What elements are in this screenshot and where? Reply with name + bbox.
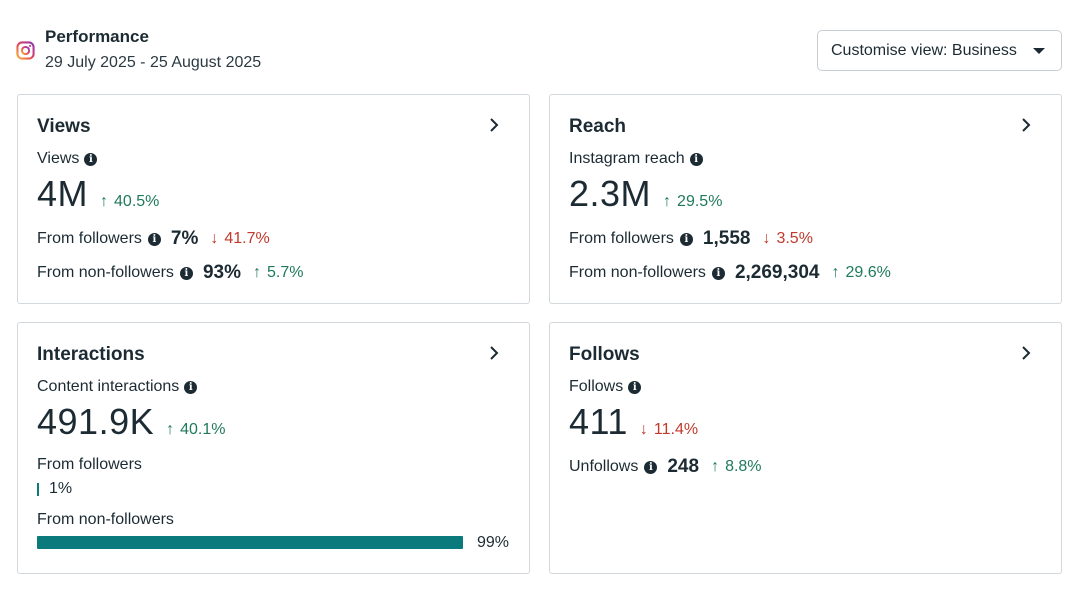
info-icon[interactable]: i xyxy=(179,266,193,280)
metric-value: 411 xyxy=(569,401,628,442)
metric-delta: ↑ 40.5% xyxy=(100,193,159,211)
followers-value: 1,558 xyxy=(702,228,751,249)
chevron-right-icon[interactable] xyxy=(1019,345,1033,361)
caret-down-icon xyxy=(1033,48,1045,54)
unfollows-label: Unfollows xyxy=(569,458,639,475)
info-icon[interactable]: i xyxy=(644,460,658,474)
follows-card[interactable]: Follows Follows i 411 ↓ 11.4% Unfollows i… xyxy=(549,322,1062,574)
metric-label: Follows i xyxy=(569,378,642,396)
card-title: Reach xyxy=(569,116,627,137)
info-icon[interactable]: i xyxy=(184,380,198,394)
customise-view-label: Customise view: Business xyxy=(831,42,1017,59)
metric-label-text: Views xyxy=(37,150,80,167)
info-icon[interactable]: i xyxy=(147,232,161,246)
nonfollowers-bar xyxy=(37,536,463,549)
chevron-right-icon[interactable] xyxy=(487,117,501,133)
nonfollowers-bar-track xyxy=(37,536,467,549)
info-icon[interactable]: i xyxy=(628,380,642,394)
followers-bar xyxy=(37,483,39,496)
primary-metric: 491.9K ↑ 40.1% xyxy=(37,401,225,443)
delta-value: 41.7% xyxy=(224,230,270,247)
metric-label: Content interactions i xyxy=(37,378,198,396)
delta-value: 5.7% xyxy=(266,264,304,281)
primary-metric: 2.3M ↑ 29.5% xyxy=(569,173,722,215)
nonfollowers-delta: ↑ 5.7% xyxy=(253,264,303,282)
followers-row: From followers i 1,558 ↓ 3.5% xyxy=(569,228,813,250)
unfollows-value: 248 xyxy=(667,456,700,477)
card-title: Follows xyxy=(569,344,640,365)
nonfollowers-value: 2,269,304 xyxy=(734,262,820,283)
metric-value: 2.3M xyxy=(569,173,652,214)
delta-value: 11.4% xyxy=(653,421,699,438)
delta-value: 3.5% xyxy=(776,230,813,247)
metric-label: Instagram reach i xyxy=(569,150,703,168)
card-title: Views xyxy=(37,116,91,137)
metric-label-text: Instagram reach xyxy=(569,150,685,167)
delta-value: 8.8% xyxy=(725,458,762,475)
metric-delta: ↓ 11.4% xyxy=(640,421,698,439)
followers-label: From followers xyxy=(569,230,674,247)
info-icon[interactable]: i xyxy=(689,152,703,166)
arrow-up-icon: ↑ xyxy=(166,421,175,438)
chevron-right-icon[interactable] xyxy=(1019,117,1033,133)
delta-value: 29.5% xyxy=(677,193,723,210)
customise-view-dropdown[interactable]: Customise view: Business xyxy=(817,30,1062,71)
arrow-up-icon: ↑ xyxy=(252,264,261,281)
instagram-icon xyxy=(16,41,35,60)
chevron-right-icon[interactable] xyxy=(487,345,501,361)
delta-value: 40.1% xyxy=(180,421,226,438)
nonfollowers-label: From non-followers xyxy=(569,264,706,281)
unfollows-delta: ↑ 8.8% xyxy=(711,458,761,476)
info-icon[interactable]: i xyxy=(84,152,98,166)
primary-metric: 411 ↓ 11.4% xyxy=(569,401,698,443)
metric-label-text: Follows xyxy=(569,378,624,395)
page-header: Performance 29 July 2025 - 25 August 202… xyxy=(0,0,1080,90)
followers-label: From followers xyxy=(37,230,142,247)
nonfollowers-row: From non-followers i 2,269,304 ↑ 29.6% xyxy=(569,262,891,284)
metric-delta: ↑ 29.5% xyxy=(663,193,722,211)
followers-delta: ↓ 41.7% xyxy=(210,230,269,248)
arrow-down-icon: ↓ xyxy=(639,421,648,438)
followers-label: From followers xyxy=(37,456,142,473)
card-title: Interactions xyxy=(37,344,145,365)
arrow-up-icon: ↑ xyxy=(831,264,840,281)
metric-label-text: Content interactions xyxy=(37,378,180,395)
interactions-card[interactable]: Interactions Content interactions i 491.… xyxy=(17,322,530,574)
delta-value: 40.5% xyxy=(114,193,160,210)
metric-label: Views i xyxy=(37,150,98,168)
reach-card[interactable]: Reach Instagram reach i 2.3M ↑ 29.5% From… xyxy=(549,94,1062,304)
metric-value: 4M xyxy=(37,173,89,214)
date-range: 29 July 2025 - 25 August 2025 xyxy=(45,54,262,71)
nonfollowers-pct: 99% xyxy=(477,534,510,551)
nonfollowers-label: From non-followers xyxy=(37,264,174,281)
arrow-up-icon: ↑ xyxy=(100,193,109,210)
metric-delta: ↑ 40.1% xyxy=(166,421,225,439)
nonfollowers-row: From non-followers i 93% ↑ 5.7% xyxy=(37,262,303,284)
arrow-up-icon: ↑ xyxy=(711,458,720,475)
views-card[interactable]: Views Views i 4M ↑ 40.5% From followers i… xyxy=(17,94,530,304)
page-title: Performance xyxy=(45,27,149,46)
followers-value: 7% xyxy=(170,228,199,249)
followers-row: From followers i 7% ↓ 41.7% xyxy=(37,228,270,250)
nonfollowers-label: From non-followers xyxy=(37,511,174,528)
arrow-up-icon: ↑ xyxy=(663,193,672,210)
info-icon[interactable]: i xyxy=(679,232,693,246)
followers-delta: ↓ 3.5% xyxy=(762,230,812,248)
nonfollowers-delta: ↑ 29.6% xyxy=(831,264,890,282)
unfollows-row: Unfollows i 248 ↑ 8.8% xyxy=(569,456,762,478)
delta-value: 29.6% xyxy=(845,264,891,281)
arrow-down-icon: ↓ xyxy=(762,230,771,247)
info-icon[interactable]: i xyxy=(711,266,725,280)
nonfollowers-value: 93% xyxy=(202,262,241,283)
metric-value: 491.9K xyxy=(37,401,155,442)
primary-metric: 4M ↑ 40.5% xyxy=(37,173,159,215)
followers-pct: 1% xyxy=(49,480,73,497)
arrow-down-icon: ↓ xyxy=(210,230,219,247)
